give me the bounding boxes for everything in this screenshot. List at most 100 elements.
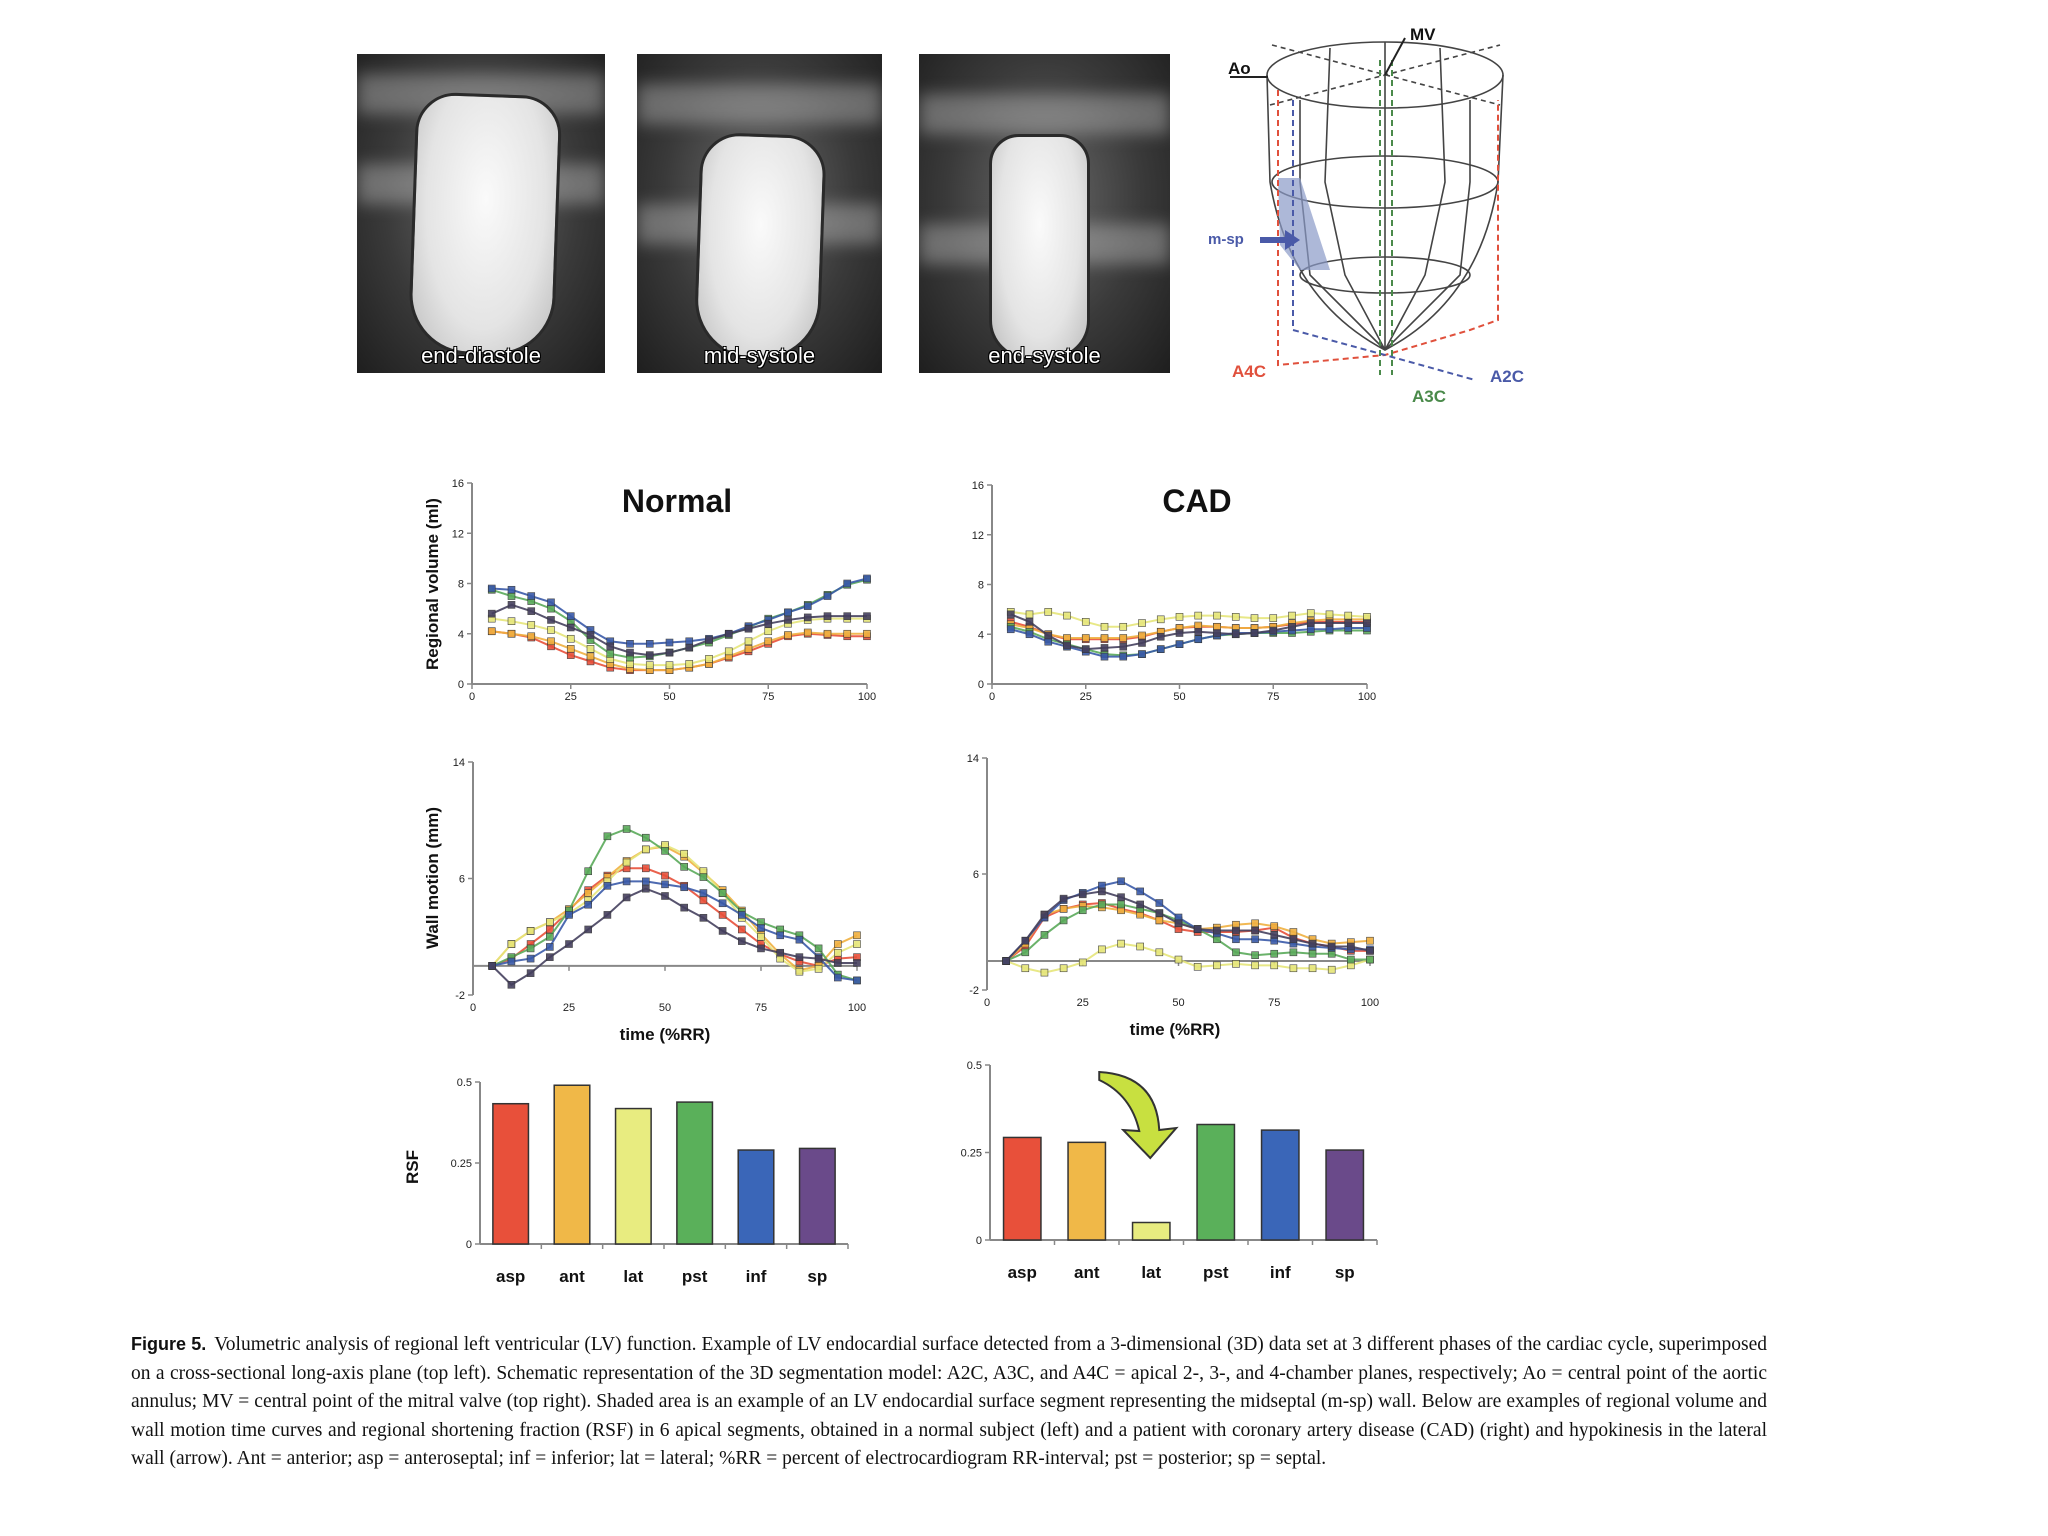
data-point — [661, 892, 669, 900]
data-point — [507, 617, 516, 625]
data-point — [784, 608, 792, 617]
data-point — [1250, 629, 1259, 637]
data-point — [1347, 942, 1355, 951]
chart-cad-rsf: 0 0.25 0.5 asp ant lat pst inf sp — [961, 1060, 1378, 1282]
data-point — [705, 655, 713, 663]
data-point — [744, 624, 753, 633]
data-point — [641, 845, 650, 854]
data-point — [705, 636, 713, 644]
data-point — [526, 927, 535, 935]
data-point — [586, 652, 595, 661]
data-point — [1213, 629, 1221, 637]
data-point — [1138, 650, 1146, 658]
data-point — [1347, 955, 1355, 964]
data-point — [1289, 948, 1298, 957]
data-point — [699, 896, 708, 905]
image-label: end-diastole — [421, 343, 541, 368]
data-point — [661, 880, 669, 889]
y-tick-label: 0 — [458, 679, 464, 691]
data-point — [853, 959, 861, 967]
data-point — [584, 925, 593, 934]
data-point — [1078, 906, 1087, 915]
data-point — [863, 574, 871, 583]
data-point — [566, 623, 575, 632]
data-point — [527, 592, 536, 600]
data-point — [1175, 613, 1184, 621]
data-point — [661, 871, 669, 880]
image-label: end-systole — [988, 343, 1101, 368]
data-point — [680, 883, 689, 892]
data-point — [527, 632, 536, 641]
data-point — [1078, 890, 1087, 899]
data-point — [1251, 926, 1259, 935]
data-point — [1098, 900, 1106, 909]
y-tick-label: 12 — [972, 530, 984, 542]
data-point — [1325, 610, 1334, 619]
data-point — [1327, 965, 1336, 974]
data-point — [545, 918, 554, 926]
data-point — [1059, 964, 1068, 973]
data-point — [1155, 899, 1164, 907]
data-point — [843, 579, 852, 588]
data-point — [1156, 615, 1165, 624]
data-point — [1289, 928, 1298, 936]
data-point — [680, 863, 689, 871]
data-point — [526, 969, 535, 977]
category-label: ant — [1074, 1263, 1100, 1282]
data-point — [1081, 618, 1090, 626]
x-tick-label: 50 — [1173, 691, 1185, 703]
category-label: lat — [1141, 1263, 1161, 1282]
y-tick-label: 16 — [452, 478, 464, 490]
bar-ant — [1067, 1141, 1107, 1241]
data-point — [1059, 916, 1068, 925]
data-point — [843, 629, 852, 638]
series-line — [491, 867, 858, 967]
data-point — [823, 612, 832, 620]
data-point — [1175, 629, 1184, 637]
y-tick-label: 0 — [978, 679, 984, 691]
data-point — [1251, 919, 1259, 928]
data-point — [784, 616, 792, 624]
data-point — [488, 962, 497, 970]
series-line — [491, 843, 858, 973]
data-point — [1040, 910, 1049, 919]
data-point — [1100, 644, 1109, 652]
data-point — [1006, 625, 1015, 634]
bar-inf — [1260, 1129, 1300, 1241]
data-point — [1117, 900, 1125, 909]
data-point — [665, 661, 674, 669]
data-point — [776, 931, 785, 940]
data-point — [526, 954, 535, 963]
data-point — [795, 967, 804, 976]
data-point — [718, 927, 727, 935]
data-point — [622, 825, 631, 833]
data-point — [661, 847, 669, 855]
data-point — [1306, 619, 1315, 627]
data-point — [566, 645, 575, 653]
data-point — [784, 631, 792, 639]
y-tick-label: 4 — [458, 629, 464, 641]
data-point — [803, 628, 812, 637]
data-point — [1175, 640, 1184, 649]
hypokinesis-arrow-icon — [1098, 1070, 1179, 1160]
data-point — [1231, 613, 1240, 621]
data-point — [527, 621, 536, 629]
data-point — [1098, 945, 1106, 954]
data-point — [507, 957, 516, 966]
category-label: asp — [496, 1267, 525, 1286]
category-label: ant — [559, 1267, 585, 1286]
data-point — [507, 981, 516, 989]
data-point — [641, 877, 650, 886]
chart-title: Normal — [622, 483, 732, 519]
data-point — [833, 959, 842, 967]
data-point — [814, 964, 823, 973]
x-tick-label: 100 — [1358, 691, 1376, 703]
data-point — [685, 637, 694, 646]
y-tick-label: 6 — [973, 869, 979, 881]
y-tick-label: 0.5 — [457, 1077, 472, 1089]
data-point — [1100, 622, 1109, 631]
y-tick-label: -2 — [455, 990, 465, 1002]
data-point — [803, 613, 812, 622]
category-label: sp — [807, 1267, 827, 1286]
y-tick-label: 4 — [978, 629, 984, 641]
